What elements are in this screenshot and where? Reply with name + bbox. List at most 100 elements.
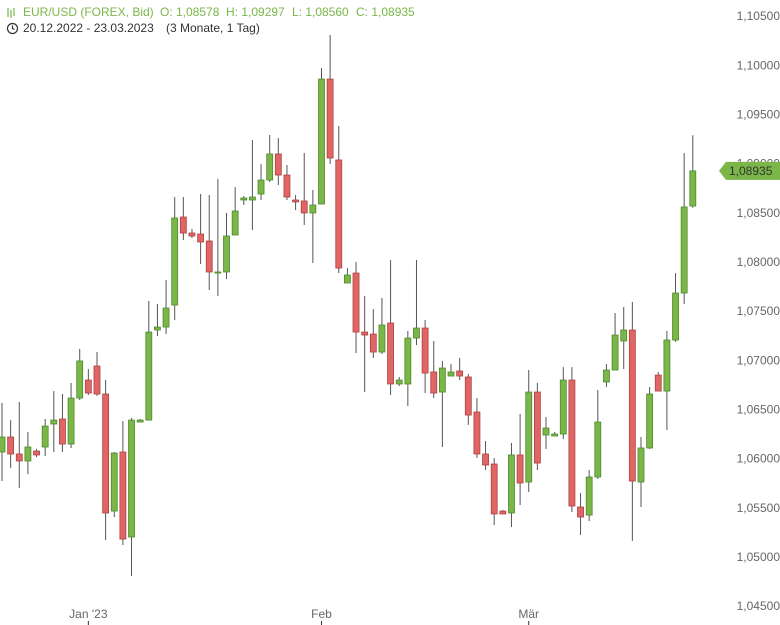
candle-body bbox=[274, 153, 282, 176]
candle-body bbox=[249, 196, 256, 201]
candle-body bbox=[309, 204, 317, 214]
candle-body bbox=[620, 329, 628, 342]
chart-title: EUR/USD (FOREX, Bid) bbox=[23, 5, 154, 19]
candle-body bbox=[369, 333, 377, 353]
candle-body bbox=[473, 411, 481, 455]
high-label: H: 1,09297 bbox=[226, 5, 285, 19]
candle-body bbox=[318, 78, 325, 205]
candle-body bbox=[119, 451, 127, 540]
candle-body bbox=[421, 327, 429, 374]
candle-body bbox=[335, 159, 343, 269]
candle-body bbox=[188, 232, 196, 237]
candle-body bbox=[646, 393, 654, 449]
candle-body bbox=[128, 419, 135, 538]
last-price-tag bbox=[719, 161, 780, 180]
candle-body bbox=[41, 425, 49, 448]
candle-body bbox=[179, 216, 187, 234]
candle-body bbox=[533, 391, 541, 464]
y-tick-label: 1,06000 bbox=[737, 452, 780, 466]
candle-body bbox=[33, 450, 40, 456]
y-tick-label: 1,07500 bbox=[737, 304, 780, 318]
candle-body bbox=[15, 453, 23, 462]
candle-body bbox=[231, 210, 239, 236]
candle-body bbox=[568, 379, 576, 507]
candle-body bbox=[628, 329, 636, 482]
candle-body bbox=[378, 324, 386, 353]
candle-body bbox=[525, 391, 533, 483]
candle-body bbox=[482, 453, 489, 466]
y-tick-label: 1,07000 bbox=[737, 353, 780, 367]
y-tick-label: 1,05500 bbox=[737, 501, 780, 515]
candle-body bbox=[300, 200, 308, 214]
close-label: C: 1,08935 bbox=[356, 5, 415, 19]
y-tick-label: 1,08500 bbox=[737, 206, 780, 220]
candle-body bbox=[266, 153, 274, 181]
y-tick-label: 1,05000 bbox=[737, 550, 780, 564]
y-tick-label: 1,10500 bbox=[737, 9, 780, 23]
candle-body bbox=[680, 206, 688, 294]
candle-body bbox=[395, 379, 403, 385]
candle-body bbox=[76, 360, 84, 399]
candle-body bbox=[438, 367, 446, 393]
candle-body bbox=[456, 370, 464, 377]
candle-body bbox=[110, 452, 118, 512]
candle-body bbox=[93, 365, 101, 395]
range-note: (3 Monate, 1 Tag) bbox=[166, 21, 260, 35]
candle-body bbox=[283, 174, 291, 198]
candle-body bbox=[689, 170, 697, 207]
candle-body bbox=[577, 506, 584, 518]
low-label: L: 1,08560 bbox=[292, 5, 349, 19]
candle-body bbox=[499, 510, 507, 515]
candle-body bbox=[387, 322, 394, 385]
candle-body bbox=[257, 179, 265, 195]
candle-body bbox=[413, 327, 420, 339]
candle-body bbox=[352, 272, 360, 333]
candle-body bbox=[343, 274, 351, 284]
candle-body bbox=[67, 397, 75, 445]
x-tick-label: Jan '23 bbox=[69, 607, 108, 621]
open-label: O: 1,08578 bbox=[160, 5, 220, 19]
candle-body bbox=[672, 292, 679, 341]
candle-body bbox=[663, 339, 671, 392]
x-tick-label: Feb bbox=[311, 607, 332, 621]
candle-body bbox=[585, 476, 593, 516]
header-icon bbox=[7, 8, 15, 18]
candle-body bbox=[162, 307, 170, 328]
y-tick-label: 1,10000 bbox=[737, 58, 780, 72]
candle-body bbox=[611, 334, 619, 371]
candle-body bbox=[464, 376, 472, 416]
candle-body bbox=[637, 447, 645, 483]
candle-body bbox=[214, 271, 222, 274]
candle-body bbox=[516, 454, 524, 484]
x-tick-label: Mär bbox=[518, 607, 539, 621]
candle-body bbox=[205, 240, 213, 273]
candle-body bbox=[542, 427, 550, 436]
candle-body bbox=[326, 78, 334, 159]
candle-body bbox=[508, 454, 515, 514]
y-tick-label: 1,09500 bbox=[737, 108, 780, 122]
candle-body bbox=[50, 419, 58, 425]
candle-body bbox=[361, 331, 369, 336]
y-tick-label: 1,08000 bbox=[737, 255, 780, 269]
candle-body bbox=[7, 436, 15, 455]
candle-body bbox=[145, 331, 153, 421]
last-price-label: 1,08935 bbox=[729, 164, 773, 178]
y-tick-label: 1,04500 bbox=[737, 599, 780, 613]
candle-body bbox=[136, 419, 144, 423]
candle-body bbox=[0, 436, 6, 453]
candle-body bbox=[102, 393, 110, 514]
candle-body bbox=[551, 433, 559, 437]
candle-body bbox=[654, 374, 662, 392]
candle-body bbox=[154, 326, 161, 331]
candle-body bbox=[490, 463, 498, 515]
candle-body bbox=[603, 369, 610, 383]
clock-icon bbox=[6, 22, 19, 35]
candle-body bbox=[24, 446, 32, 462]
candle-body bbox=[240, 197, 248, 201]
candle-body bbox=[292, 199, 299, 203]
candle-body bbox=[59, 418, 66, 445]
y-tick-label: 1,06500 bbox=[737, 403, 780, 417]
date-range: 20.12.2022 - 23.03.2023 bbox=[23, 21, 154, 35]
candle-body bbox=[447, 371, 455, 377]
